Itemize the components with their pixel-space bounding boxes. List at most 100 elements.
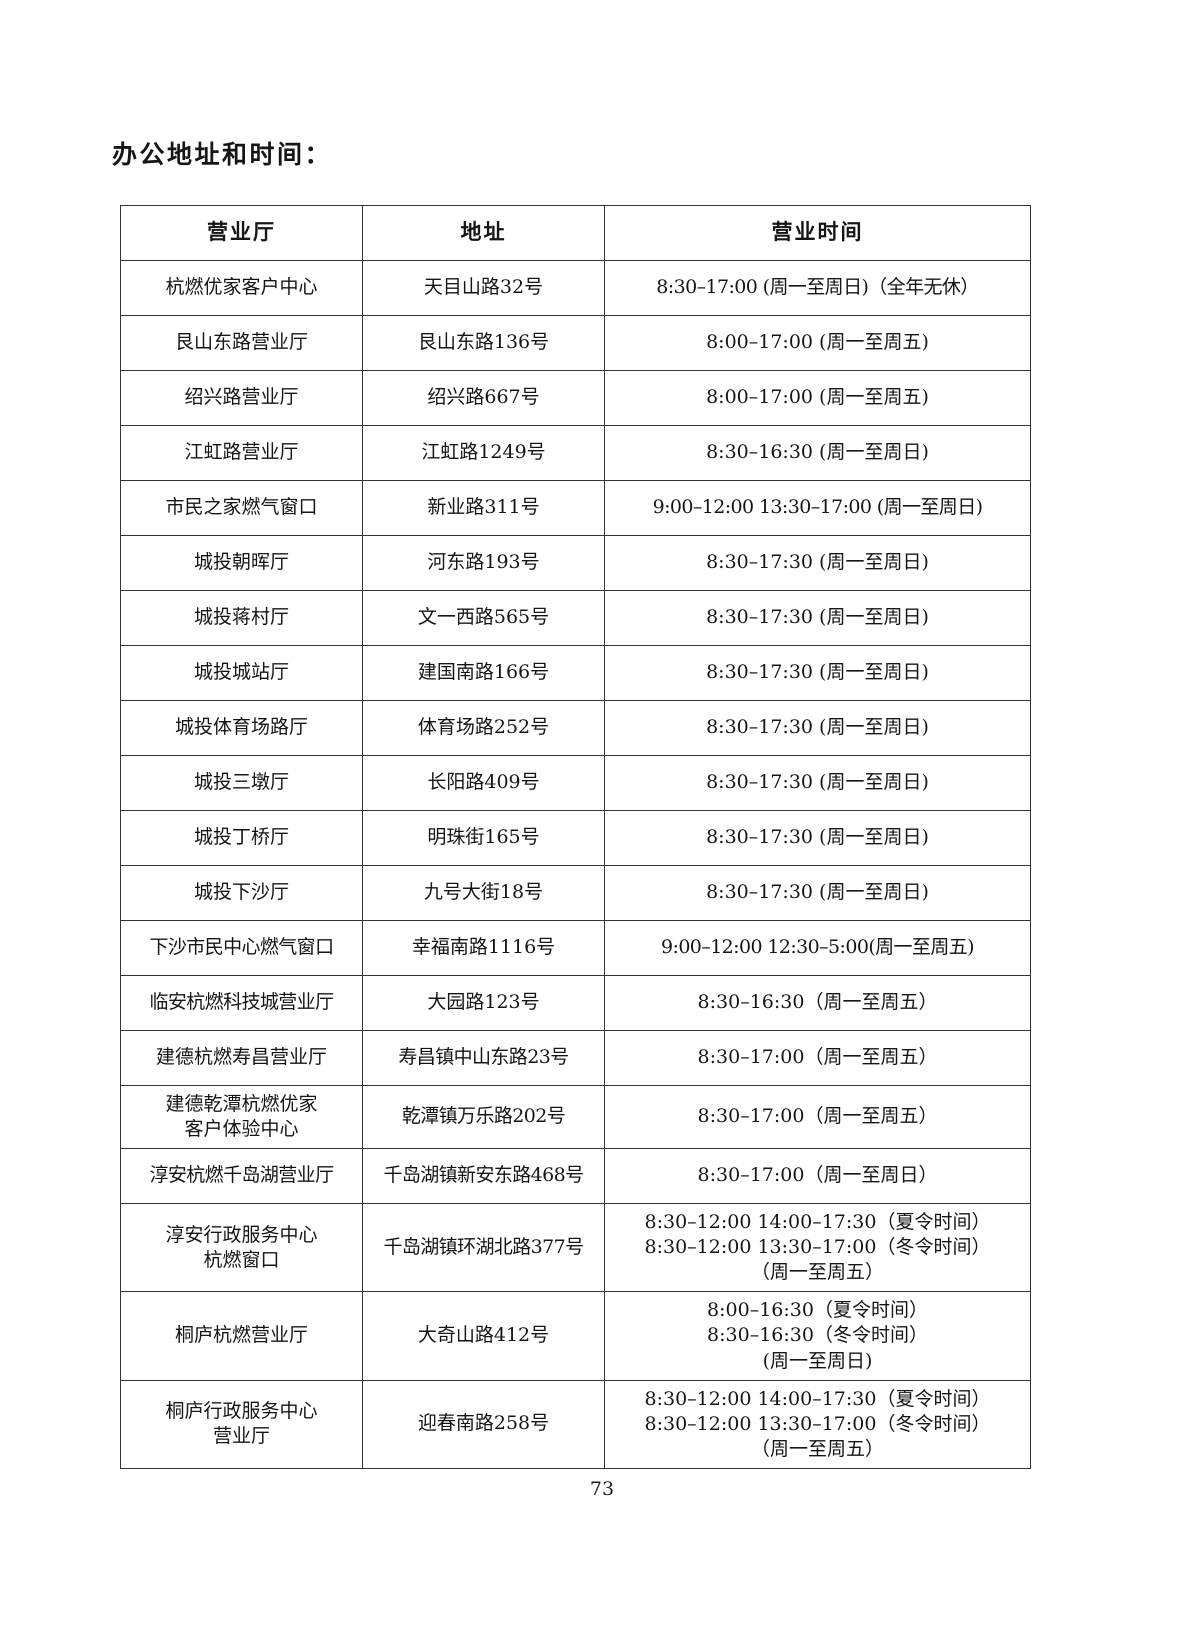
cell-hours-line: 8:30–12:00 13:30–17:00（冬令时间） <box>644 1412 991 1435</box>
cell-hall-line: 建德乾潭杭燃优家 <box>165 1093 318 1115</box>
cell-hours: 8:30–17:30 (周一至周日) <box>604 590 1031 646</box>
cell-hall-line: 营业厅 <box>212 1425 270 1448</box>
table-header-row: 营业厅 地址 营业时间 <box>120 205 1031 261</box>
cell-hall: 城投丁桥厅 <box>120 810 363 866</box>
cell-hall: 临安杭燃科技城营业厅 <box>120 975 363 1031</box>
table-row: 桐庐杭燃营业厅 大奇山路412号 8:00–16:30（夏令时间） 8:30–16:3… <box>120 1291 1031 1381</box>
cell-hall: 艮山东路营业厅 <box>120 315 363 371</box>
cell-hours: 8:30–17:30 (周一至周日) <box>604 865 1031 921</box>
table-row: 江虹路营业厅 江虹路1249号 8:30–16:30 (周一至周日) <box>120 425 1031 481</box>
cell-hours: 8:30–17:00 (周一至周日)（全年无休） <box>604 260 1031 316</box>
table-row: 临安杭燃科技城营业厅 大园路123号 8:30–16:30（周一至周五） <box>120 975 1031 1031</box>
cell-hours: 8:30–17:30 (周一至周日) <box>604 535 1031 591</box>
cell-hall: 城投朝晖厅 <box>120 535 363 591</box>
table-row: 城投下沙厅 九号大街18号 8:30–17:30 (周一至周日) <box>120 865 1031 921</box>
column-header-hours: 营业时间 <box>604 205 1031 261</box>
cell-hall: 绍兴路营业厅 <box>120 370 363 426</box>
cell-hall: 下沙市民中心燃气窗口 <box>120 920 363 976</box>
cell-hours-line: 8:30–12:00 14:00–17:30（夏令时间） <box>644 1387 991 1410</box>
table-row: 杭燃优家客户中心 天目山路32号 8:30–17:00 (周一至周日)（全年无休） <box>120 260 1031 316</box>
cell-hours-line: （周一至周五） <box>750 1437 884 1460</box>
cell-address: 大园路123号 <box>362 975 605 1031</box>
table-row: 城投丁桥厅 明珠街165号 8:30–17:30 (周一至周日) <box>120 810 1031 866</box>
cell-address: 体育场路252号 <box>362 700 605 756</box>
cell-hall: 淳安杭燃千岛湖营业厅 <box>120 1148 363 1205</box>
cell-hours: 8:00–16:30（夏令时间） 8:30–16:30（冬令时间） (周一至周日) <box>604 1291 1031 1381</box>
cell-hours: 8:30–17:00（周一至周日） <box>604 1148 1031 1205</box>
cell-hall-line: 杭燃窗口 <box>203 1248 280 1271</box>
cell-hall: 桐庐杭燃营业厅 <box>120 1291 363 1381</box>
cell-hours: 8:30–17:30 (周一至周日) <box>604 645 1031 701</box>
table-header: 营业厅 地址 营业时间 <box>120 205 1031 261</box>
cell-hall: 城投三墩厅 <box>120 755 363 811</box>
cell-hours: 8:30–12:00 14:00–17:30（夏令时间） 8:30–12:00 1… <box>604 1203 1031 1293</box>
table-row: 淳安杭燃千岛湖营业厅 千岛湖镇新安东路468号 8:30–17:00（周一至周日） <box>120 1148 1031 1205</box>
cell-address: 乾潭镇万乐路202号 <box>362 1084 605 1150</box>
table-row: 城投朝晖厅 河东路193号 8:30–17:30 (周一至周日) <box>120 535 1031 591</box>
cell-address: 千岛湖镇新安东路468号 <box>362 1148 605 1205</box>
cell-address: 长阳路409号 <box>362 755 605 811</box>
cell-address: 江虹路1249号 <box>362 425 605 481</box>
cell-hours-line: （周一至周五） <box>750 1261 884 1284</box>
table-row: 建德杭燃寿昌营业厅 寿昌镇中山东路23号 8:30–17:00（周一至周五） <box>120 1030 1031 1086</box>
cell-address: 天目山路32号 <box>362 260 605 316</box>
cell-hours: 8:00–17:00 (周一至周五) <box>604 370 1031 426</box>
cell-hours-line: 8:00–16:30（夏令时间） <box>707 1299 928 1322</box>
cell-hours: 8:30–16:30（周一至周五） <box>604 975 1031 1031</box>
cell-hall: 桐庐行政服务中心 营业厅 <box>120 1379 363 1469</box>
cell-hours: 8:30–17:30 (周一至周日) <box>604 755 1031 811</box>
column-header-address: 地址 <box>362 205 605 261</box>
cell-address: 幸福南路1116号 <box>362 920 605 976</box>
cell-hours-line: 8:30–12:00 14:00–17:30（夏令时间） <box>644 1211 991 1234</box>
table-row: 淳安行政服务中心 杭燃窗口 千岛湖镇环湖北路377号 8:30–12:00 14:00… <box>120 1203 1031 1293</box>
cell-hall-line: 淳安行政服务中心 <box>165 1223 318 1246</box>
cell-hours: 8:30–17:00（周一至周五） <box>604 1030 1031 1086</box>
cell-hall: 建德杭燃寿昌营业厅 <box>120 1030 363 1086</box>
cell-address: 艮山东路136号 <box>362 315 605 371</box>
cell-address: 文一西路565号 <box>362 590 605 646</box>
cell-hours-line: 8:30–16:30（冬令时间） <box>707 1324 928 1347</box>
cell-address: 千岛湖镇环湖北路377号 <box>362 1203 605 1293</box>
cell-hall-line: 桐庐行政服务中心 <box>165 1400 318 1423</box>
page-number: 73 <box>589 1478 615 1500</box>
column-header-hall: 营业厅 <box>120 205 363 261</box>
table-row: 城投体育场路厅 体育场路252号 8:30–17:30 (周一至周日) <box>120 700 1031 756</box>
office-address-table: 营业厅 地址 营业时间 杭燃优家客户中心 天目山路32号 8:30–17:00 (周… <box>120 205 1031 1469</box>
cell-hours: 8:30–17:00（周一至周五） <box>604 1084 1031 1150</box>
cell-address: 大奇山路412号 <box>362 1291 605 1381</box>
cell-address: 新业路311号 <box>362 480 605 536</box>
cell-hours: 8:30–17:30 (周一至周日) <box>604 700 1031 756</box>
table-body: 杭燃优家客户中心 天目山路32号 8:30–17:00 (周一至周日)（全年无休）艮… <box>120 260 1031 1469</box>
cell-address: 迎春南路258号 <box>362 1379 605 1469</box>
cell-hours: 9:00–12:00 13:30–17:00 (周一至周日) <box>604 480 1031 536</box>
table-row: 绍兴路营业厅 绍兴路667号 8:00–17:00 (周一至周五) <box>120 370 1031 426</box>
cell-address: 九号大街18号 <box>362 865 605 921</box>
cell-hall: 城投下沙厅 <box>120 865 363 921</box>
table-row: 城投三墩厅 长阳路409号 8:30–17:30 (周一至周日) <box>120 755 1031 811</box>
cell-hall: 城投体育场路厅 <box>120 700 363 756</box>
table-row: 市民之家燃气窗口 新业路311号 9:00–12:00 13:30–17:00 (周… <box>120 480 1031 536</box>
cell-hall: 城投蒋村厅 <box>120 590 363 646</box>
table-row: 桐庐行政服务中心 营业厅 迎春南路258号 8:30–12:00 14:00–17:3… <box>120 1379 1031 1469</box>
cell-hall: 建德乾潭杭燃优家 客户体验中心 <box>120 1084 363 1150</box>
cell-address: 明珠街165号 <box>362 810 605 866</box>
table-row: 建德乾潭杭燃优家 客户体验中心 乾潭镇万乐路202号 8:30–17:00（周一至周五… <box>120 1084 1031 1150</box>
cell-hall: 淳安行政服务中心 杭燃窗口 <box>120 1203 363 1293</box>
office-address-table-wrapper: 营业厅 地址 营业时间 杭燃优家客户中心 天目山路32号 8:30–17:00 (周… <box>120 205 1031 1469</box>
table-row: 下沙市民中心燃气窗口 幸福南路1116号 9:00–12:00 12:30–5:00… <box>120 920 1031 976</box>
cell-hours: 8:30–17:30 (周一至周日) <box>604 810 1031 866</box>
cell-address: 寿昌镇中山东路23号 <box>362 1030 605 1086</box>
cell-address: 绍兴路667号 <box>362 370 605 426</box>
cell-address: 河东路193号 <box>362 535 605 591</box>
cell-hours: 8:00–17:00 (周一至周五) <box>604 315 1031 371</box>
cell-hall: 市民之家燃气窗口 <box>120 480 363 536</box>
cell-hours: 8:30–16:30 (周一至周日) <box>604 425 1031 481</box>
cell-hours: 8:30–12:00 14:00–17:30（夏令时间） 8:30–12:00 1… <box>604 1379 1031 1469</box>
cell-hours-line: (周一至周日) <box>762 1349 873 1372</box>
cell-hall: 江虹路营业厅 <box>120 425 363 481</box>
cell-hall: 城投城站厅 <box>120 645 363 701</box>
cell-address: 建国南路166号 <box>362 645 605 701</box>
table-row: 城投蒋村厅 文一西路565号 8:30–17:30 (周一至周日) <box>120 590 1031 646</box>
cell-hours: 9:00–12:00 12:30–5:00(周一至周五) <box>604 920 1031 976</box>
